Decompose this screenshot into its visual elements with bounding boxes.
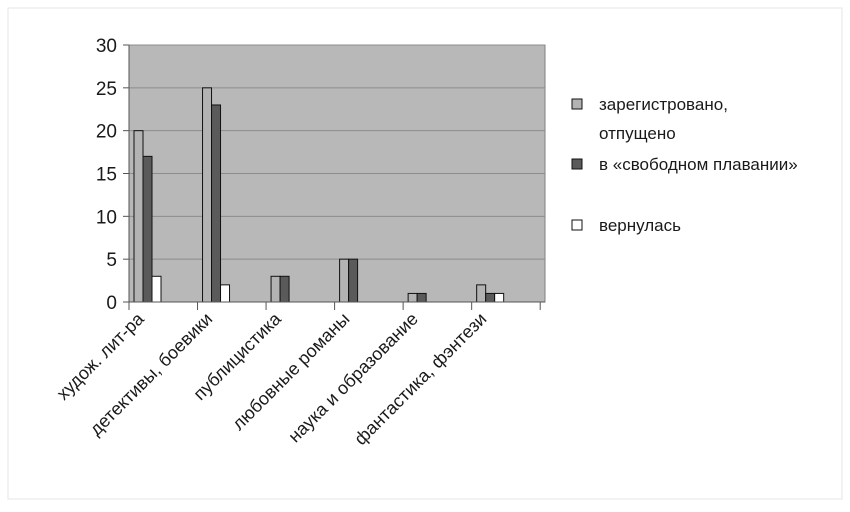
y-tick-labels: 0 5 10 15 20 25 30: [96, 36, 117, 314]
bar-series-1: [270, 275, 281, 303]
bars: [133, 87, 505, 303]
gridlines: [129, 44, 545, 260]
y-tick-label: 30: [96, 36, 117, 57]
y-tick-label: 10: [96, 207, 117, 228]
legend-swatch-2: [571, 158, 583, 170]
x-tick-label: наука и образование: [284, 309, 422, 447]
legend-swatch-3: [571, 219, 583, 231]
bar-series-2: [348, 258, 359, 303]
bar-series-1: [133, 130, 144, 303]
legend: зарегистровано, отпущено в «свободном плав…: [571, 95, 798, 235]
x-tick-label: детективы, боевики: [86, 309, 217, 440]
x-tick-label: фантастика, фэнтези: [350, 309, 490, 449]
x-tick-label: любовные романы: [228, 309, 353, 434]
y-tick-label: 15: [96, 165, 117, 186]
bar-series-3: [220, 284, 231, 303]
bar-series-2: [279, 275, 290, 303]
legend-label: зарегистровано,: [599, 95, 728, 114]
legend-label: отпущено: [599, 124, 676, 143]
bar-series-2: [211, 104, 222, 303]
bar-series-2: [485, 292, 496, 303]
y-tick-label: 25: [96, 79, 117, 100]
legend-swatch-1: [571, 98, 583, 110]
y-tick-label: 0: [106, 293, 117, 314]
bar-series-1: [202, 87, 213, 303]
y-tick-label: 5: [106, 250, 117, 271]
axes: [123, 44, 545, 310]
legend-label: вернулась: [599, 216, 681, 235]
y-tick-label: 20: [96, 122, 117, 143]
bar-series-3: [494, 292, 505, 303]
outer-frame: [7, 7, 843, 500]
legend-label: в «свободном плавании»: [599, 155, 798, 174]
bar-series-2: [416, 292, 427, 303]
bar-series-3: [151, 275, 162, 303]
bar-series-1: [476, 284, 487, 303]
bar-series-1: [339, 258, 350, 303]
bar-series-1: [407, 292, 418, 303]
bar-series-2: [142, 155, 153, 303]
